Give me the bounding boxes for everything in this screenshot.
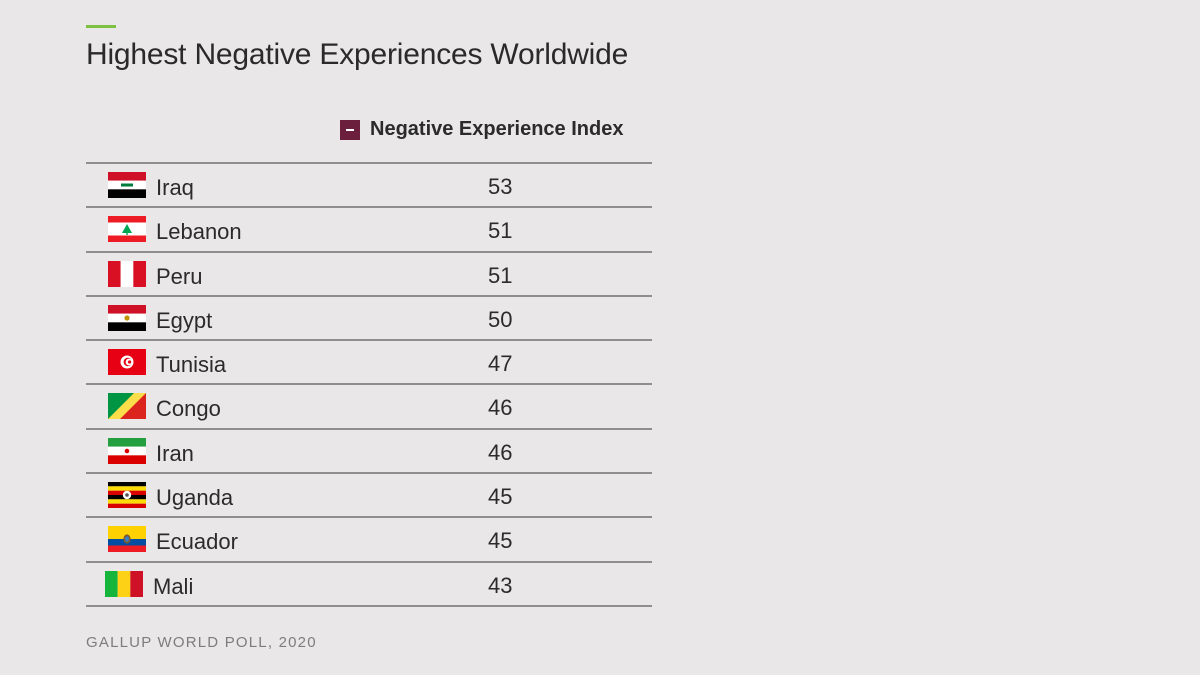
country-name: Ecuador xyxy=(156,529,238,555)
index-value: 51 xyxy=(488,218,513,244)
index-value: 46 xyxy=(488,395,513,421)
table-row: Iraq 53 xyxy=(86,164,652,209)
index-value: 47 xyxy=(488,351,513,377)
country-name: Congo xyxy=(156,396,221,422)
legend-label: Negative Experience Index xyxy=(370,118,624,140)
uganda-flag-icon xyxy=(108,482,146,509)
index-value: 51 xyxy=(488,262,513,288)
table-row: Ecuador 45 xyxy=(86,518,652,563)
index-value: 45 xyxy=(488,528,513,554)
index-value: 43 xyxy=(488,572,513,598)
index-value: 45 xyxy=(488,484,513,510)
iran-flag-icon xyxy=(108,437,146,464)
country-name: Iraq xyxy=(156,175,194,200)
country-name: Peru xyxy=(156,263,203,289)
ecuador-flag-icon xyxy=(108,526,146,553)
legend: Negative Experience Index xyxy=(340,118,623,141)
page-title: Highest Negative Experiences Worldwide xyxy=(86,38,629,71)
country-name: Mali xyxy=(153,573,194,599)
table-row: Congo 46 xyxy=(86,385,652,430)
congo-flag-icon xyxy=(108,393,146,420)
mali-flag-icon xyxy=(105,570,143,597)
source-note: GALLUP WORLD POLL, 2020 xyxy=(86,634,317,651)
index-value: 50 xyxy=(488,306,513,332)
country-name: Iran xyxy=(156,440,194,466)
country-name: Egypt xyxy=(156,307,213,333)
index-value: 53 xyxy=(488,174,513,199)
table-row: Lebanon 51 xyxy=(86,208,652,253)
ranking-table: Iraq 53 Lebanon 51 Peru 51 Egypt 50 xyxy=(86,162,652,607)
iraq-flag-icon xyxy=(108,172,146,198)
accent-line xyxy=(86,25,116,28)
country-name: Tunisia xyxy=(156,352,227,378)
peru-flag-icon xyxy=(108,260,146,287)
country-name: Uganda xyxy=(156,485,234,511)
legend-swatch-icon[interactable] xyxy=(340,119,360,140)
table-row: Tunisia 47 xyxy=(86,341,652,386)
table-row: Mali 43 xyxy=(86,563,652,607)
table-row: Egypt 50 xyxy=(86,297,652,342)
index-value: 46 xyxy=(488,439,513,465)
lebanon-flag-icon xyxy=(108,216,146,243)
table-row: Peru 51 xyxy=(86,253,652,297)
country-name: Lebanon xyxy=(156,219,242,245)
egypt-flag-icon xyxy=(108,304,146,331)
table-row: Iran 46 xyxy=(86,430,652,475)
tunisia-flag-icon xyxy=(108,349,146,376)
table-row: Uganda 45 xyxy=(86,474,652,519)
